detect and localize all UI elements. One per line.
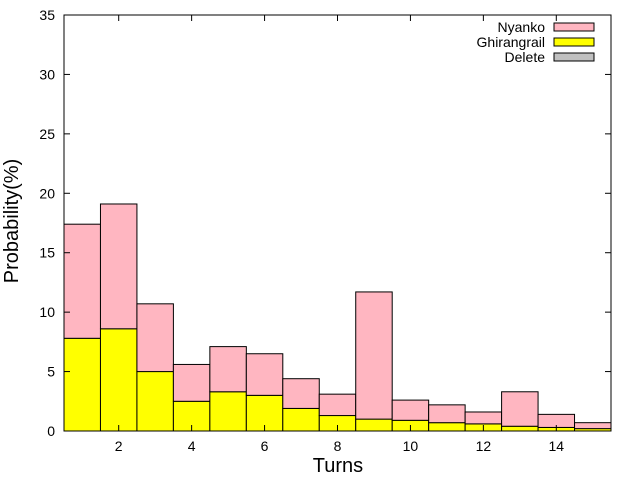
legend-swatch-delete (553, 52, 595, 62)
bar-nyanko-9 (355, 291, 393, 420)
y-tick-label: 10 (39, 304, 55, 320)
legend-swatch-nyanko (553, 22, 595, 32)
plot-frame (63, 14, 612, 432)
bar-ghirangrail-9 (355, 418, 393, 432)
legend-label: Delete (505, 49, 546, 65)
bar-ghirangrail-13 (501, 425, 539, 432)
bar-nyanko-7 (282, 378, 320, 409)
bar-nyanko-1 (63, 223, 101, 339)
bar-nyanko-13 (501, 391, 539, 427)
bar-ghirangrail-2 (99, 328, 138, 432)
y-tick-label: 20 (39, 185, 55, 201)
y-tick-label: 30 (39, 66, 55, 82)
bars-layer (63, 203, 612, 432)
bar-ghirangrail-1 (63, 337, 101, 432)
x-axis-label: Turns (313, 455, 363, 477)
x-tick-label: 2 (115, 438, 123, 454)
y-tick-label: 15 (39, 245, 55, 261)
x-tick-label: 8 (334, 438, 342, 454)
bar-nyanko-3 (136, 303, 174, 373)
y-tick-label: 5 (47, 364, 55, 380)
bar-nyanko-10 (391, 399, 430, 421)
legend-swatch-ghirangrail (553, 37, 595, 47)
bar-nyanko-4 (172, 363, 211, 402)
legend-item-ghirangrail: Ghirangrail (477, 34, 595, 50)
x-tick-label: 6 (261, 438, 269, 454)
x-tick-label: 10 (403, 438, 419, 454)
x-tick-label: 14 (549, 438, 565, 454)
bar-ghirangrail-3 (136, 371, 174, 432)
y-tick-label: 25 (39, 126, 55, 142)
bar-nyanko-5 (209, 346, 247, 393)
bar-nyanko-2 (99, 203, 138, 330)
legend-label: Ghirangrail (477, 34, 545, 50)
x-tick-label: 12 (476, 438, 492, 454)
bar-nyanko-11 (428, 404, 466, 424)
bar-nyanko-15 (574, 422, 612, 430)
y-tick-label: 35 (39, 7, 55, 23)
bar-ghirangrail-5 (209, 391, 247, 432)
bar-ghirangrail-7 (282, 407, 320, 432)
x-tick-label: 4 (188, 438, 196, 454)
legend-item-nyanko: Nyanko (498, 19, 595, 35)
bar-nyanko-6 (245, 353, 284, 396)
y-axis-label: Probability(%) (1, 159, 23, 283)
legend-item-delete: Delete (505, 49, 595, 65)
y-tick-label: 0 (47, 423, 55, 439)
bar-nyanko-12 (464, 411, 503, 425)
legend-label: Nyanko (498, 19, 546, 35)
bar-nyanko-8 (318, 393, 357, 417)
bar-ghirangrail-11 (428, 422, 466, 432)
